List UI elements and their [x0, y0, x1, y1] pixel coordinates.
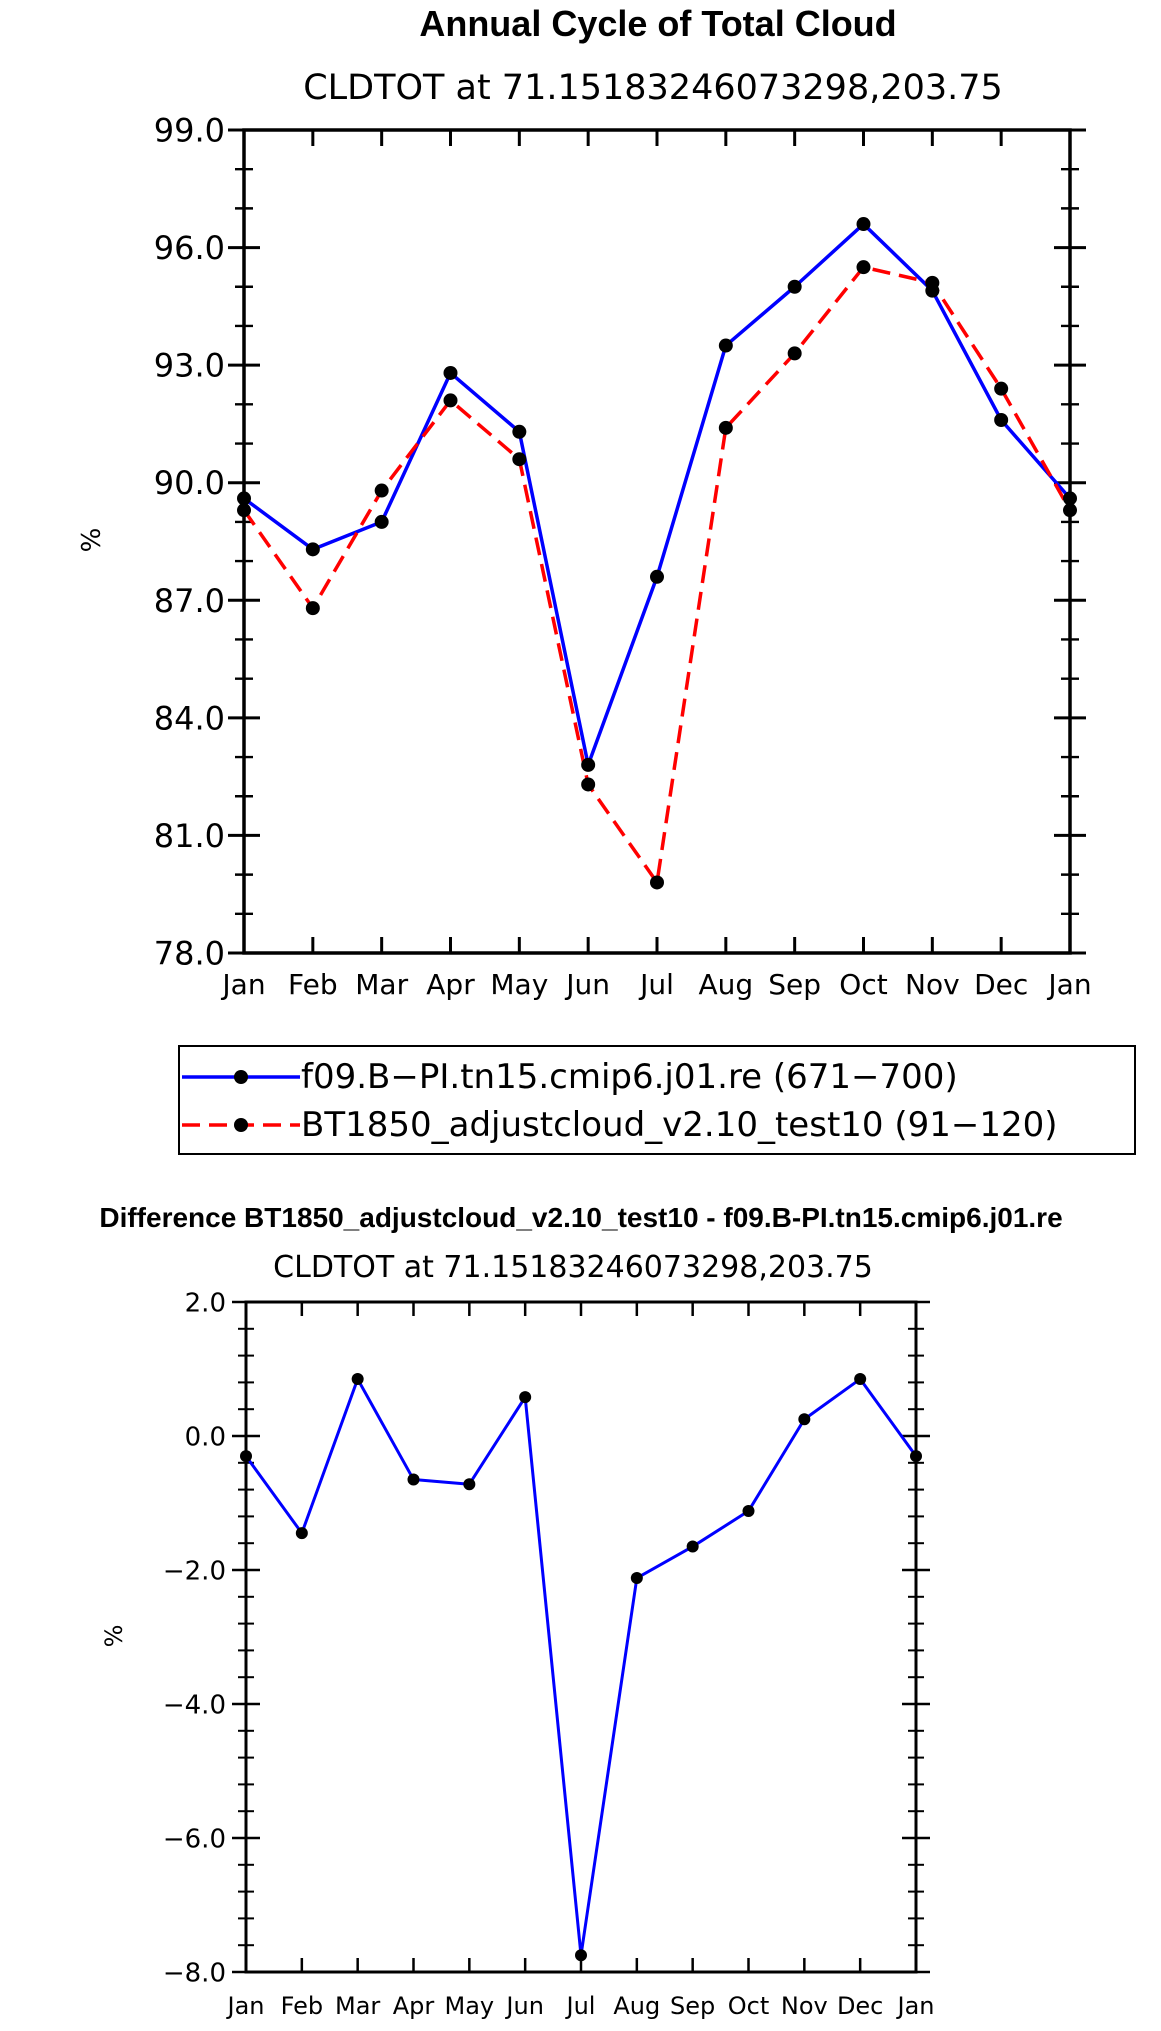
- legend-box: [178, 1045, 1136, 1155]
- series-line-1: [244, 1377, 918, 1957]
- series-2-point: [856, 260, 871, 275]
- x-tick-label: Sep: [768, 968, 821, 1001]
- y-tick-label: 78.0: [154, 935, 225, 973]
- x-tick-label: Feb: [288, 968, 338, 1001]
- x-tick-label: Oct: [728, 1992, 770, 2020]
- series-1-point: [787, 279, 802, 294]
- x-tick-label: Aug: [613, 1992, 660, 2020]
- x-tick-label: Jul: [638, 968, 674, 1001]
- series-1-point: [407, 1473, 420, 1486]
- x-tick-label: Dec: [837, 1992, 883, 2020]
- series-2-point: [994, 381, 1009, 396]
- series-2-point: [1063, 503, 1077, 518]
- chart1-plot-frame: [242, 128, 1072, 955]
- series-2-point: [237, 503, 251, 518]
- y-tick-label: −2.0: [163, 1556, 226, 1586]
- x-tick-label: Jul: [565, 1992, 596, 2020]
- chart2-title: Difference BT1850_adjustcloud_v2.10_test…: [99, 1202, 1062, 1233]
- x-tick-label: Jun: [564, 968, 610, 1001]
- x-tick-label: Nov: [905, 968, 960, 1001]
- y-tick-label: 96.0: [154, 229, 225, 267]
- legend-label-series-2: BT1850_adjustcloud_v2.10_test10 (91−120): [301, 1105, 1058, 1145]
- series-1-point: [519, 1391, 532, 1404]
- x-tick-label: Nov: [781, 1992, 828, 2020]
- series-1-point: [240, 1450, 252, 1463]
- x-tick-label: Jan: [220, 968, 265, 1001]
- series-1-point: [994, 413, 1009, 428]
- x-tick-label: Oct: [839, 968, 887, 1001]
- y-tick-label: 84.0: [154, 699, 225, 737]
- series-1-point: [686, 1540, 699, 1553]
- series-1-point: [512, 424, 527, 439]
- series-1-point: [305, 542, 320, 557]
- series-1-point: [630, 1572, 643, 1585]
- x-tick-label: May: [490, 968, 548, 1001]
- series-1-point: [374, 514, 389, 529]
- series-1-point: [463, 1478, 476, 1491]
- y-tick-label: −4.0: [163, 1690, 226, 1720]
- series-2-point: [925, 275, 940, 290]
- x-tick-label: May: [445, 1992, 495, 2020]
- series-1-point: [351, 1373, 364, 1386]
- chart2-plot-frame: [244, 1300, 918, 1974]
- x-tick-label: Sep: [670, 1992, 715, 2020]
- legend-marker-series-1: [234, 1070, 248, 1084]
- series-2-point: [787, 346, 802, 361]
- series-2-point: [305, 601, 320, 616]
- x-tick-label: Apr: [393, 1992, 435, 2020]
- series-1-point: [718, 338, 733, 353]
- annual-cycle-chart: Annual Cycle of Total Cloud CLDTOT at 71…: [77, 3, 1092, 1001]
- x-tick-label: Jan: [1046, 968, 1091, 1001]
- series-1-point: [237, 491, 251, 506]
- y-tick-label: 93.0: [154, 347, 225, 385]
- x-tick-label: Jan: [226, 1992, 265, 2020]
- chart1-legend: f09.B−PI.tn15.cmip6.j01.re (671−700) BT1…: [178, 1045, 1136, 1155]
- series-1-point: [742, 1505, 755, 1518]
- legend-label-series-1: f09.B−PI.tn15.cmip6.j01.re (671−700): [301, 1057, 958, 1097]
- chart1-ylabel: %: [77, 528, 107, 553]
- y-tick-label: −8.0: [163, 1958, 226, 1988]
- x-tick-label: Jan: [896, 1992, 935, 2020]
- y-tick-label: 2.0: [185, 1288, 226, 1318]
- difference-chart: Difference BT1850_adjustcloud_v2.10_test…: [99, 1202, 1062, 2020]
- x-tick-label: Aug: [698, 968, 753, 1001]
- y-tick-label: −6.0: [163, 1824, 226, 1854]
- chart1-title: Annual Cycle of Total Cloud: [419, 3, 896, 44]
- series-1-point: [295, 1527, 308, 1540]
- y-tick-label: 81.0: [154, 817, 225, 855]
- x-tick-label: Apr: [426, 968, 475, 1001]
- series-1-point: [443, 365, 458, 380]
- series-1-point: [581, 757, 596, 772]
- series-1-point: [1063, 491, 1077, 506]
- series-1-point: [575, 1949, 587, 1962]
- y-tick-label: 0.0: [185, 1422, 226, 1452]
- series-1-point: [910, 1450, 922, 1463]
- series-2-point: [581, 777, 596, 792]
- series-1-point: [650, 569, 664, 584]
- series-1-point: [798, 1413, 811, 1426]
- chart1-subtitle: CLDTOT at 71.15183246073298,203.75: [303, 68, 1003, 108]
- chart2-ylabel: %: [100, 1625, 128, 1648]
- y-tick-label: 87.0: [154, 582, 225, 620]
- series-2-point: [374, 483, 389, 498]
- series-1-point: [854, 1373, 867, 1386]
- x-tick-label: Mar: [335, 1992, 380, 2020]
- series-2-point: [718, 420, 733, 435]
- series-2-point: [443, 393, 458, 408]
- series-2-point: [650, 875, 664, 890]
- series-1-point: [856, 217, 871, 232]
- chart2-subtitle: CLDTOT at 71.15183246073298,203.75: [273, 1250, 873, 1285]
- x-tick-label: Feb: [281, 1992, 324, 2020]
- x-tick-label: Mar: [355, 968, 408, 1001]
- x-tick-label: Dec: [974, 968, 1028, 1001]
- x-tick-label: Jun: [504, 1992, 544, 2020]
- y-tick-label: 90.0: [154, 464, 225, 502]
- series-2-point: [512, 452, 527, 467]
- y-tick-label: 99.0: [154, 112, 225, 150]
- legend-marker-series-2: [234, 1118, 248, 1132]
